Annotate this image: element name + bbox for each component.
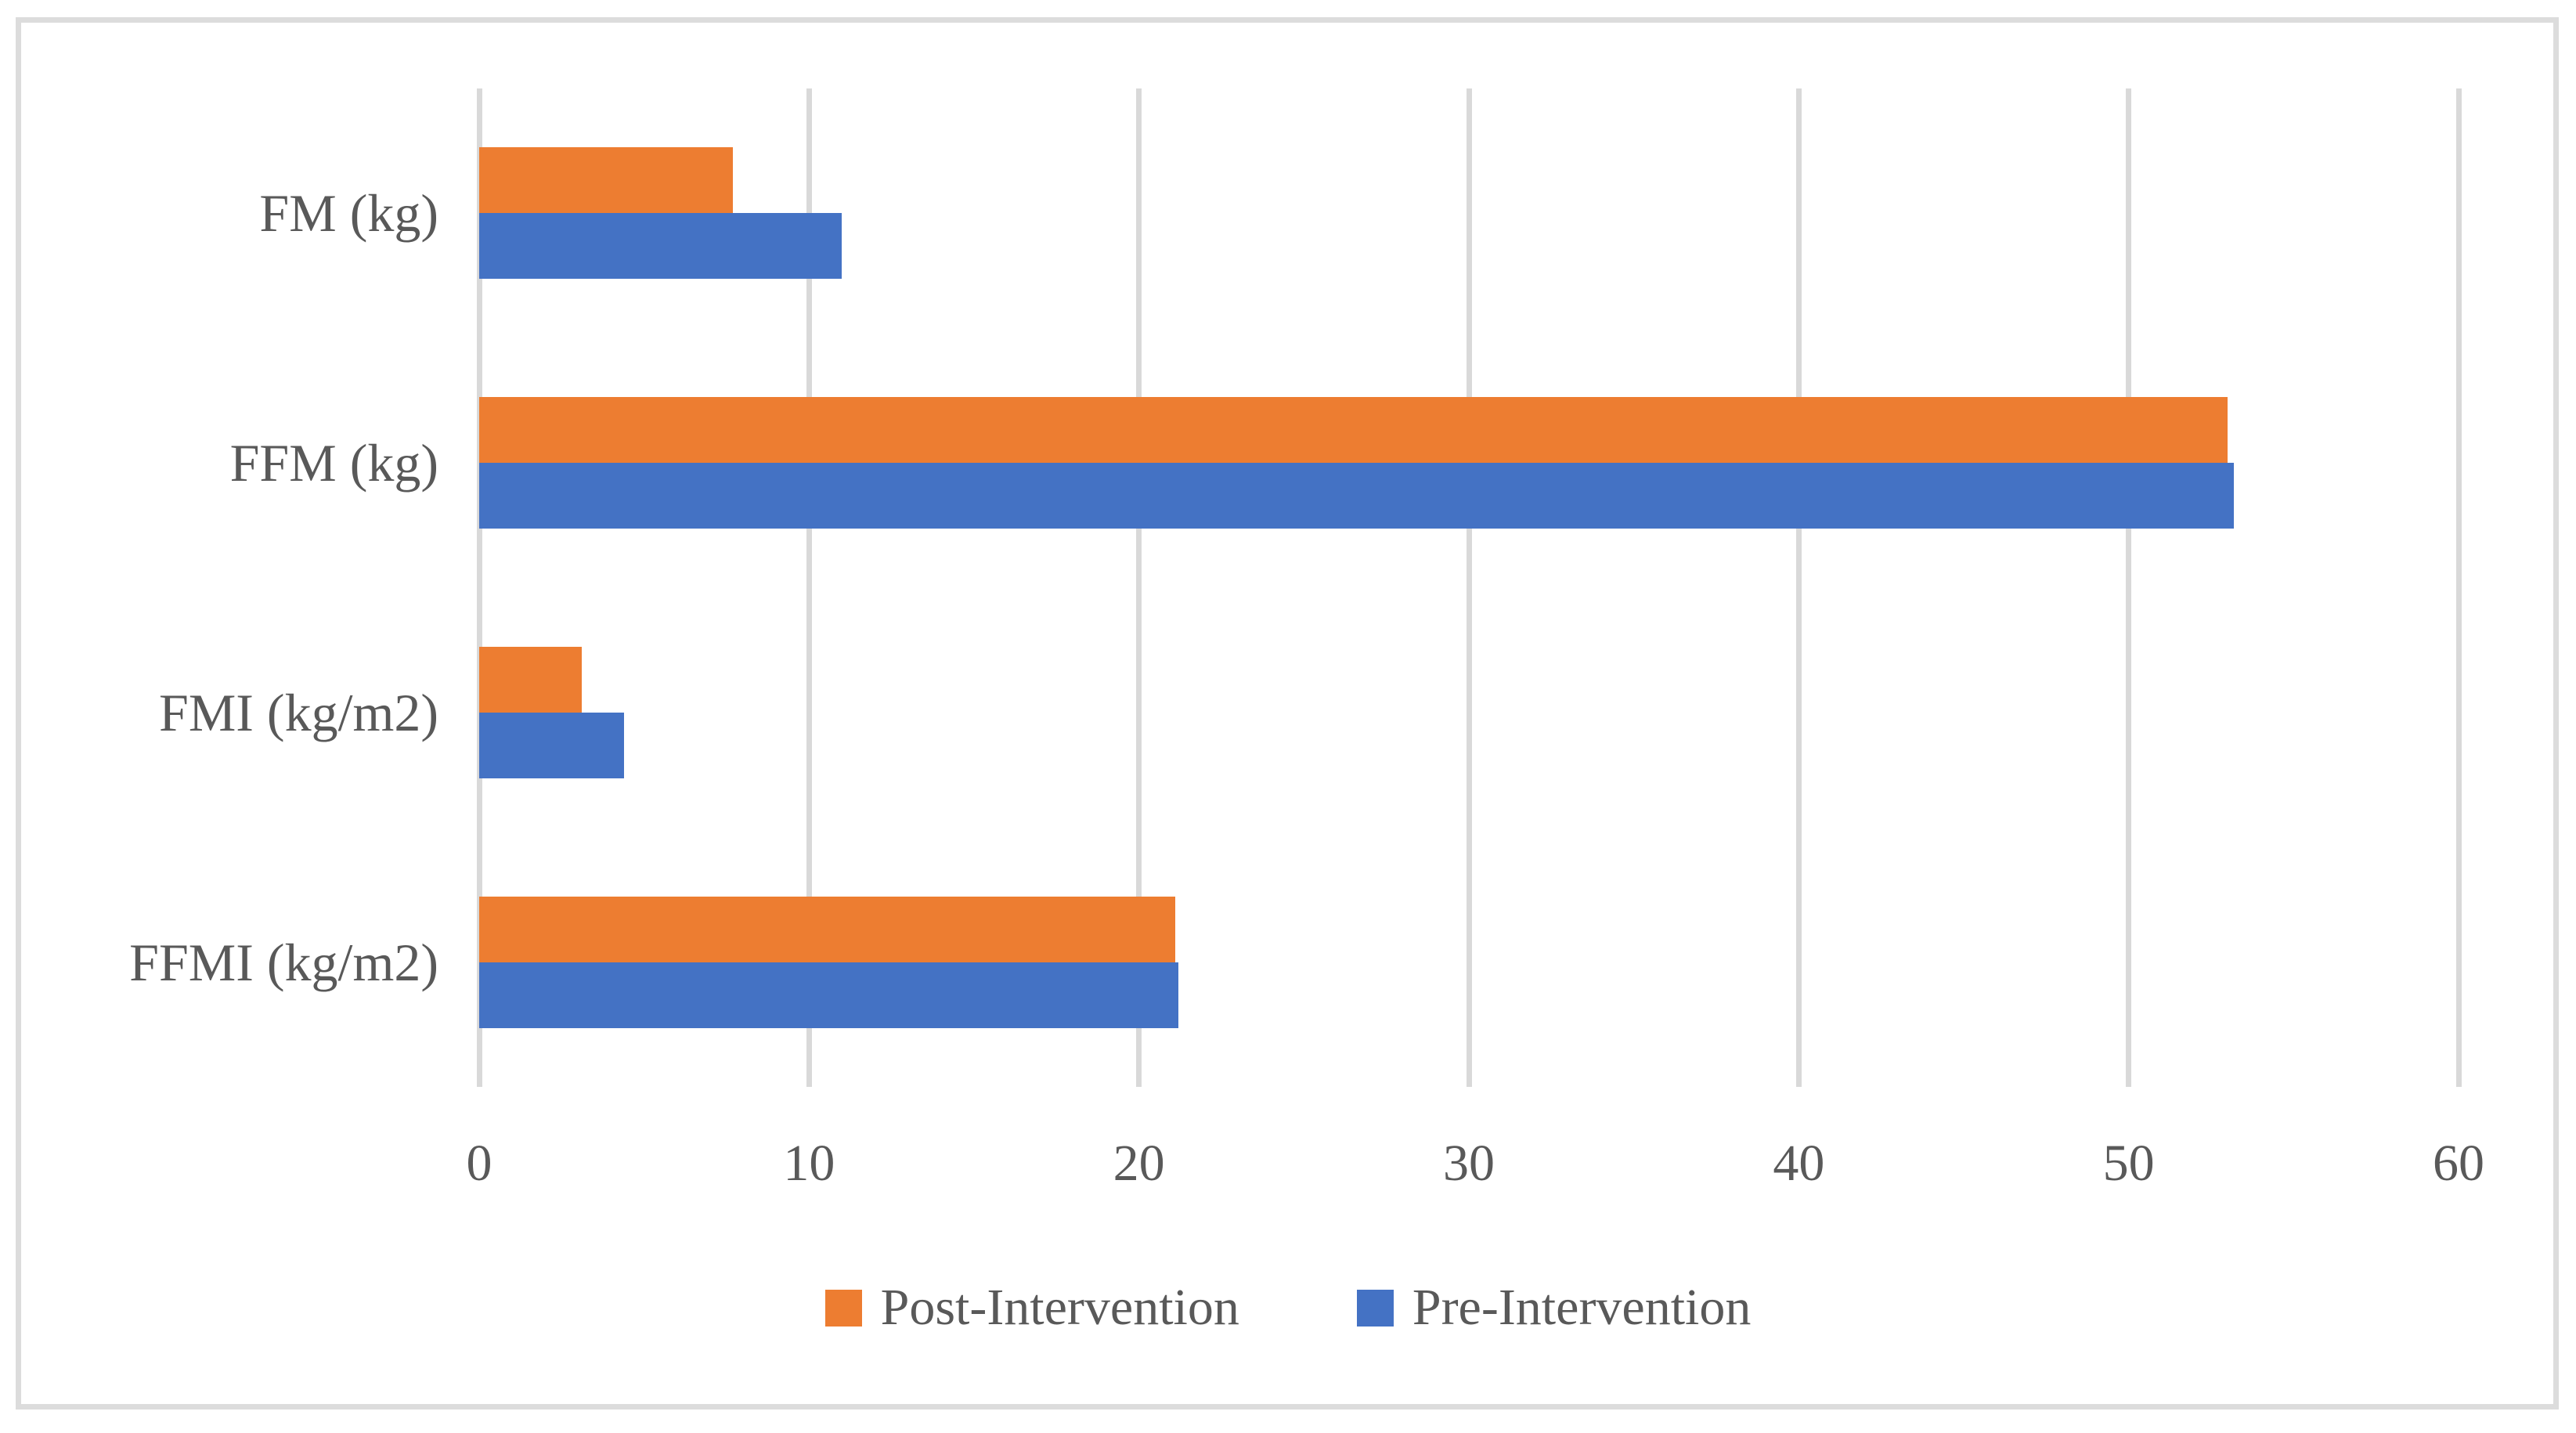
x-tick-label-50: 50 — [2102, 1135, 2155, 1192]
gridline-20 — [1136, 88, 1142, 1087]
legend-item-post-intervention: Post-Intervention — [824, 1278, 1239, 1337]
figure-border — [16, 17, 2559, 1410]
gridline-30 — [1466, 88, 1472, 1087]
x-tick-label-30: 30 — [1443, 1135, 1495, 1192]
legend-item-pre-intervention: Pre-Intervention — [1356, 1278, 1752, 1337]
gridline-60 — [2455, 88, 2462, 1087]
plot-area — [476, 88, 2462, 1087]
gridline-10 — [806, 88, 812, 1087]
category-label-ffmi-kg-m2: FFMI (kg/m2) — [129, 932, 438, 992]
x-tick-label-20: 20 — [1113, 1135, 1165, 1192]
bar-post-intervention-fm-kg — [479, 147, 734, 214]
bar-post-intervention-ffmi-kg-m2 — [479, 896, 1175, 962]
legend-swatch-post-intervention — [824, 1289, 862, 1327]
x-tick-label-0: 0 — [466, 1135, 492, 1192]
category-label-fmi-kg-m2: FMI (kg/m2) — [159, 682, 438, 742]
legend: Post-Intervention Pre-Intervention — [0, 1278, 2576, 1337]
gridline-0 — [476, 88, 482, 1087]
bar-pre-intervention-fm-kg — [479, 213, 842, 280]
category-label-ffm-kg: FFM (kg) — [229, 433, 438, 493]
bar-pre-intervention-fmi-kg-m2 — [479, 712, 625, 778]
bar-pre-intervention-ffm-kg — [479, 463, 2235, 529]
x-tick-label-10: 10 — [783, 1135, 835, 1192]
bar-post-intervention-ffm-kg — [479, 397, 2228, 464]
bar-pre-intervention-ffmi-kg-m2 — [479, 962, 1179, 1028]
bar-post-intervention-fmi-kg-m2 — [479, 646, 582, 713]
gridline-40 — [1795, 88, 1802, 1087]
gridline-50 — [2126, 88, 2132, 1087]
category-label-fm-kg: FM (kg) — [259, 183, 438, 244]
x-tick-label-40: 40 — [1773, 1135, 1825, 1192]
legend-swatch-pre-intervention — [1356, 1289, 1394, 1327]
legend-label-post-intervention: Post-Intervention — [880, 1279, 1239, 1336]
legend-label-pre-intervention: Pre-Intervention — [1412, 1279, 1752, 1336]
x-tick-label-60: 60 — [2433, 1135, 2484, 1192]
